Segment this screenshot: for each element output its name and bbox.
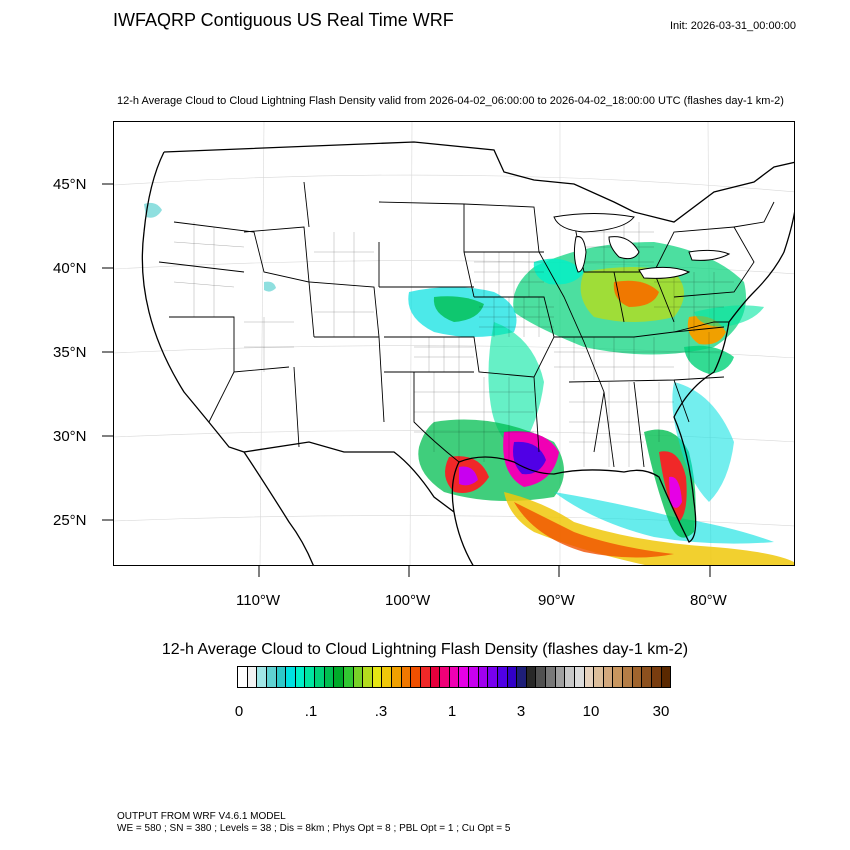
- colorbar-swatch: [286, 667, 296, 687]
- colorbar-swatch: [459, 667, 469, 687]
- lightning-density-field: [144, 202, 794, 565]
- lat-label-30: 30°N: [53, 428, 87, 445]
- lat-ticks: [102, 183, 113, 521]
- colorbar-swatch: [343, 667, 354, 687]
- colorbar-swatch: [536, 667, 546, 687]
- colorbar-title: 12-h Average Cloud to Cloud Lightning Fl…: [161, 641, 689, 658]
- colorbar-swatch: [238, 667, 248, 687]
- colorbar-swatch: [401, 667, 412, 687]
- init-time-label: Init: 2026-03-31_00:00:00: [670, 20, 796, 32]
- colorbar-swatch: [526, 667, 537, 687]
- colorbar-swatch: [478, 667, 489, 687]
- lon-label-90: 90°W: [538, 592, 575, 609]
- state-borders: [158, 181, 775, 468]
- colorbar-swatch: [584, 667, 595, 687]
- colorbar-swatch: [363, 667, 373, 687]
- colorbar-swatch: [257, 667, 267, 687]
- lat-label-45: 45°N: [53, 176, 87, 193]
- colorbar-tick-0: 0: [234, 703, 244, 720]
- country-and-coast-borders: [141, 141, 794, 565]
- colorbar-swatch: [295, 667, 306, 687]
- main-title: IWFAQRP Contiguous US Real Time WRF: [113, 10, 454, 30]
- colorbar-swatch: [488, 667, 498, 687]
- colorbar-swatch: [517, 667, 527, 687]
- colorbar-swatch: [382, 667, 392, 687]
- colorbar-swatch: [420, 667, 431, 687]
- colorbar-swatch: [305, 667, 315, 687]
- colorbar-swatch: [440, 667, 450, 687]
- model-info-line-2: WE = 580 ; SN = 380 ; Levels = 38 ; Dis …: [117, 823, 511, 834]
- colorbar-swatch: [449, 667, 460, 687]
- lat-label-25: 25°N: [53, 512, 87, 529]
- colorbar-swatch: [565, 667, 575, 687]
- county-borders: [173, 222, 734, 467]
- lat-label-40: 40°N: [53, 260, 87, 277]
- colorbar-swatch: [594, 667, 604, 687]
- colorbar-swatch: [247, 667, 258, 687]
- colorbar-swatch: [266, 667, 277, 687]
- lon-label-100: 100°W: [385, 592, 431, 609]
- colorbar-tick-30: 30: [652, 703, 670, 720]
- map-canvas: [114, 122, 794, 565]
- colorbar-swatch: [430, 667, 441, 687]
- colorbar-swatch: [651, 667, 662, 687]
- colorbar-tick-10: 10: [582, 703, 600, 720]
- plot-subtitle: 12-h Average Cloud to Cloud Lightning Fl…: [117, 95, 784, 107]
- colorbar-swatch: [546, 667, 556, 687]
- lat-label-35: 35°N: [53, 344, 87, 361]
- colorbar-swatch: [497, 667, 508, 687]
- colorbar-swatch: [315, 667, 325, 687]
- colorbar-swatch: [623, 667, 633, 687]
- colorbar-swatch: [372, 667, 383, 687]
- colorbar-swatch: [507, 667, 518, 687]
- lon-label-80: 80°W: [690, 592, 727, 609]
- lon-ticks: [258, 566, 711, 577]
- colorbar-swatch: [661, 667, 671, 687]
- colorbar-swatch: [574, 667, 585, 687]
- colorbar-swatch: [469, 667, 479, 687]
- lon-label-110: 110°W: [236, 592, 281, 609]
- colorbar-tick-0.3: .3: [374, 703, 388, 720]
- colorbar-tick-0.1: .1: [304, 703, 318, 720]
- colorbar-swatch: [324, 667, 335, 687]
- colorbar: [237, 666, 671, 688]
- great-lakes: [553, 213, 731, 279]
- colorbar-swatch: [334, 667, 344, 687]
- colorbar-tick-1: 1: [447, 703, 457, 720]
- colorbar-swatch: [613, 667, 623, 687]
- colorbar-tick-3: 3: [516, 703, 526, 720]
- colorbar-swatch: [411, 667, 421, 687]
- colorbar-swatch: [603, 667, 614, 687]
- colorbar-swatch: [632, 667, 643, 687]
- model-info-line-1: OUTPUT FROM WRF V4.6.1 MODEL: [117, 811, 286, 822]
- colorbar-swatch: [276, 667, 287, 687]
- colorbar-swatch: [353, 667, 364, 687]
- colorbar-swatch: [555, 667, 566, 687]
- colorbar-swatch: [392, 667, 402, 687]
- map-panel: [113, 121, 795, 566]
- colorbar-swatch: [642, 667, 652, 687]
